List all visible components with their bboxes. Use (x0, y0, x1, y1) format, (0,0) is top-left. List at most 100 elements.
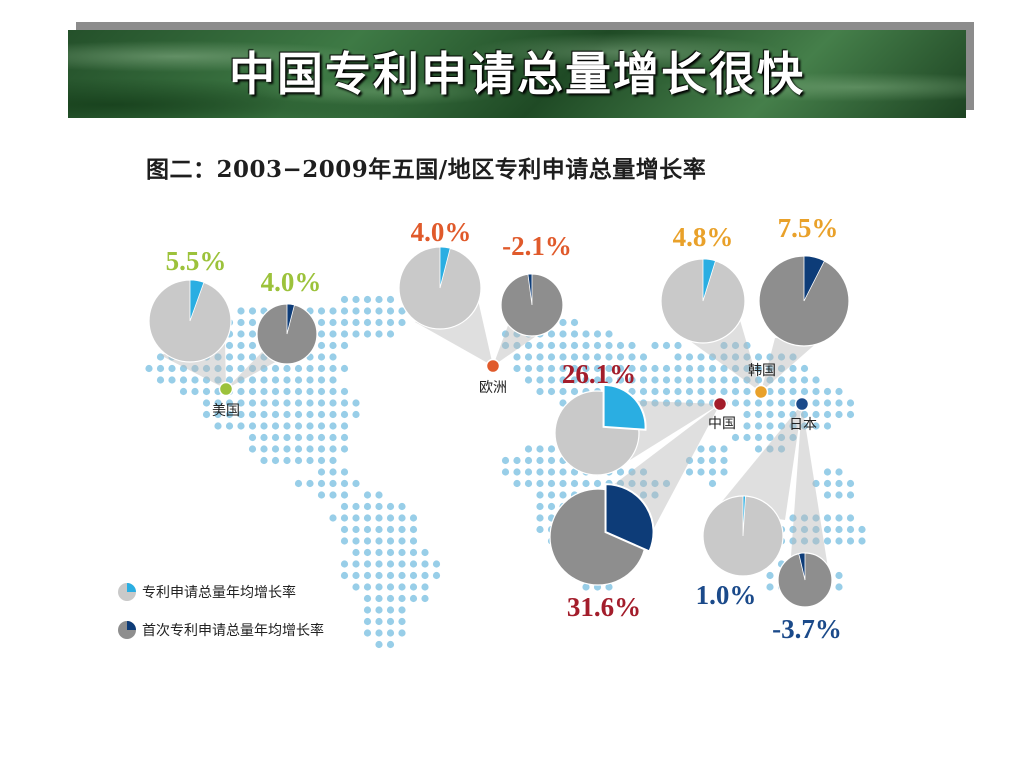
map-dot (513, 456, 521, 465)
map-dot (536, 468, 544, 476)
region-label-us: 美国 (212, 403, 240, 419)
map-dot (421, 548, 429, 557)
map-dot (409, 514, 418, 522)
map-dot (375, 560, 383, 568)
map-dot (754, 410, 763, 419)
map-dot (352, 583, 360, 591)
data-label-first-kr: 7.5% (778, 213, 839, 243)
map-dot (363, 514, 372, 522)
title-banner: 中国专利申请总量增长很快 (68, 30, 966, 118)
map-dot (421, 594, 429, 603)
map-dot (651, 479, 659, 488)
map-dot (260, 422, 268, 430)
map-dot (271, 376, 280, 384)
map-dot (409, 571, 418, 580)
map-dot (363, 537, 372, 545)
map-dot (398, 548, 406, 557)
map-dot (559, 353, 567, 361)
map-dot (823, 537, 832, 545)
map-dot (766, 571, 774, 580)
map-dot (271, 410, 280, 419)
map-dot (340, 468, 349, 476)
map-dot (398, 307, 406, 315)
map-dot (812, 479, 820, 488)
map-dot (237, 422, 245, 430)
map-dot (202, 364, 211, 373)
map-dot (570, 341, 579, 350)
map-dot (823, 514, 832, 522)
map-dot (202, 387, 211, 396)
map-dot (835, 583, 843, 591)
map-dot (639, 376, 648, 384)
map-dot (720, 445, 728, 453)
map-dot (616, 468, 625, 476)
map-dot (237, 410, 245, 419)
map-dot (777, 433, 786, 442)
map-dot (329, 422, 337, 430)
map-dot (156, 376, 165, 384)
map-dot (306, 479, 314, 488)
map-dot (248, 433, 257, 442)
map-dot (674, 353, 682, 361)
map-dot (421, 571, 429, 580)
map-dot (835, 537, 843, 545)
map-dot (329, 364, 337, 373)
map-dot (317, 376, 326, 384)
map-dot (409, 560, 418, 568)
region-marker-cn (712, 396, 728, 412)
map-dot (777, 364, 786, 373)
map-dot (386, 318, 395, 327)
map-dot (616, 364, 625, 373)
map-dot (283, 422, 291, 430)
map-dot (271, 433, 280, 442)
map-dot (248, 445, 257, 453)
map-dot (547, 330, 556, 338)
map-dot (329, 468, 337, 476)
map-dot (237, 364, 245, 373)
map-dot (766, 433, 774, 442)
map-dot (248, 341, 257, 350)
map-dot (294, 433, 303, 442)
map-dot (766, 422, 774, 430)
map-dot (708, 479, 717, 488)
map-dot (386, 560, 395, 568)
map-dot (777, 353, 786, 361)
map-dot (409, 594, 418, 603)
world-map-dots (145, 295, 866, 649)
pie-total-kr (660, 258, 746, 344)
map-dot (179, 376, 188, 384)
map-dot (789, 537, 797, 545)
map-dot (697, 399, 705, 407)
map-dot (409, 583, 418, 591)
map-dot (547, 387, 556, 396)
map-dot (743, 410, 751, 419)
map-dot (846, 537, 855, 545)
pie-total-jp (702, 495, 784, 577)
map-dot (294, 456, 303, 465)
map-dot (605, 330, 613, 338)
map-dot (605, 583, 613, 591)
map-dot (743, 341, 751, 350)
map-dot (708, 387, 717, 396)
map-dot (271, 399, 280, 407)
map-dot (743, 353, 751, 361)
map-dot (501, 330, 510, 338)
map-dot (766, 364, 774, 373)
map-dot (306, 410, 314, 419)
map-dot (524, 341, 533, 350)
map-dot (536, 341, 544, 350)
map-dot (329, 307, 337, 315)
map-dot (720, 376, 728, 384)
map-dot (536, 364, 544, 373)
map-dot (582, 330, 590, 338)
pie-first-eu (500, 273, 564, 337)
map-dot (766, 583, 774, 591)
map-dot (685, 387, 694, 396)
map-dot (777, 387, 786, 396)
map-dot (386, 571, 395, 580)
map-dot (214, 410, 222, 419)
map-dot (260, 364, 268, 373)
map-dot (582, 364, 590, 373)
map-dot (605, 341, 613, 350)
map-dot (536, 376, 544, 384)
